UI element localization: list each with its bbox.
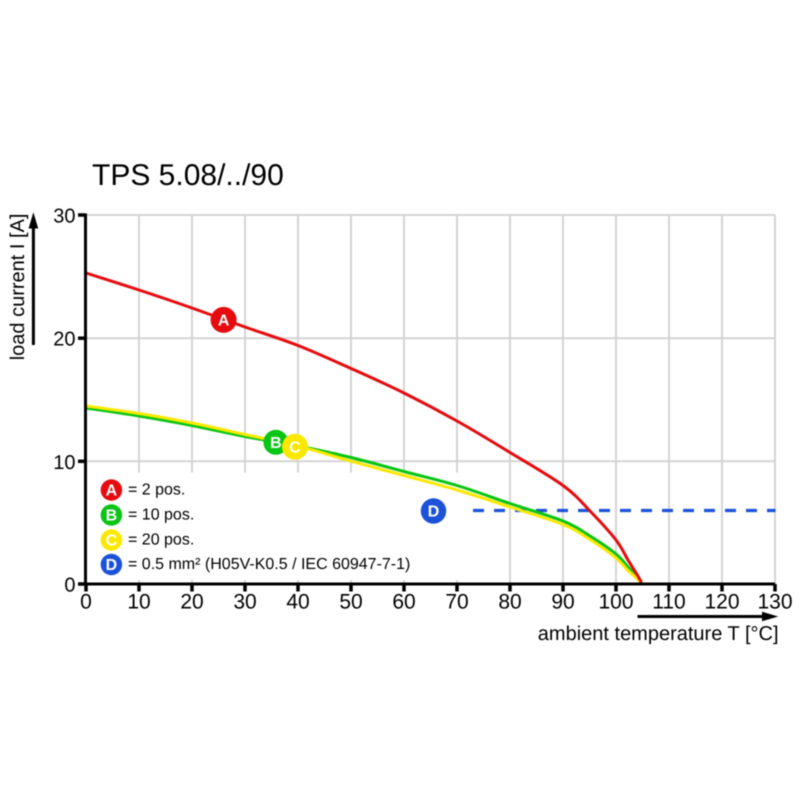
svg-text:90: 90 xyxy=(551,591,574,614)
svg-text:= 2 pos.: = 2 pos. xyxy=(128,482,185,499)
svg-text:40: 40 xyxy=(286,591,309,614)
svg-text:0: 0 xyxy=(64,575,75,597)
svg-text:TPS 5.08/../90: TPS 5.08/../90 xyxy=(92,159,284,192)
svg-text:B: B xyxy=(270,435,282,452)
svg-text:D: D xyxy=(106,557,118,574)
svg-text:30: 30 xyxy=(233,591,256,614)
svg-text:50: 50 xyxy=(339,591,362,614)
svg-text:0: 0 xyxy=(80,591,92,614)
svg-text:A: A xyxy=(218,313,230,330)
svg-text:= 0.5 mm² (H05V-K0.5 / IEC 609: = 0.5 mm² (H05V-K0.5 / IEC 60947-7-1) xyxy=(128,556,410,573)
svg-text:= 10 pos.: = 10 pos. xyxy=(128,507,194,524)
svg-text:B: B xyxy=(106,507,118,524)
svg-text:20: 20 xyxy=(180,591,203,614)
svg-text:ambient temperature T [°C]: ambient temperature T [°C] xyxy=(538,623,779,645)
svg-text:D: D xyxy=(428,504,440,521)
svg-text:60: 60 xyxy=(392,591,415,614)
svg-text:70: 70 xyxy=(445,591,468,614)
svg-text:A: A xyxy=(106,482,118,499)
svg-text:load current I [A]: load current I [A] xyxy=(7,214,29,361)
svg-text:10: 10 xyxy=(53,452,75,474)
svg-text:= 20 pos.: = 20 pos. xyxy=(128,532,194,549)
svg-text:100: 100 xyxy=(598,591,633,614)
svg-text:120: 120 xyxy=(704,591,739,614)
svg-text:C: C xyxy=(289,440,301,457)
svg-text:C: C xyxy=(106,532,118,549)
svg-text:30: 30 xyxy=(53,206,75,228)
svg-text:80: 80 xyxy=(498,591,521,614)
svg-text:20: 20 xyxy=(53,329,75,351)
svg-text:10: 10 xyxy=(127,591,150,614)
svg-text:110: 110 xyxy=(652,591,685,614)
svg-text:130: 130 xyxy=(757,591,792,614)
